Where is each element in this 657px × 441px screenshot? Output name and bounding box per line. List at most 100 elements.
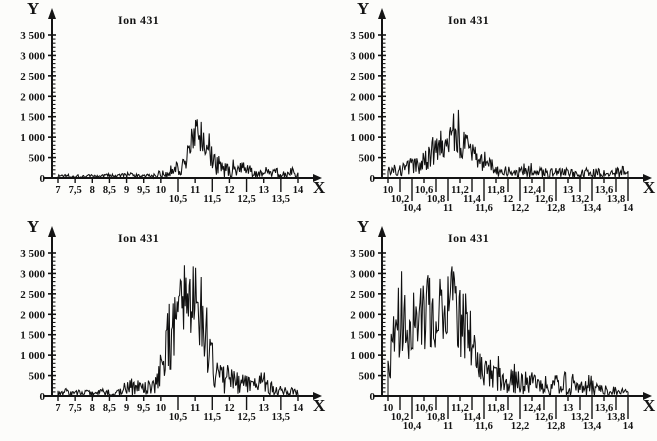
svg-text:3 500: 3 500 (350, 30, 375, 42)
svg-text:10,5: 10,5 (169, 194, 187, 205)
svg-text:13,2: 13,2 (571, 412, 589, 423)
svg-text:2 000: 2 000 (350, 91, 375, 103)
svg-text:10,5: 10,5 (169, 412, 187, 423)
svg-text:0: 0 (370, 391, 376, 403)
svg-text:13,5: 13,5 (272, 194, 290, 205)
y-tick-labels: 0 500 1 000 1 500 2 000 2 500 3 000 3 500 (350, 248, 375, 403)
svg-text:500: 500 (359, 153, 376, 165)
svg-text:3 500: 3 500 (20, 248, 45, 260)
svg-text:2 500: 2 500 (20, 289, 45, 301)
svg-text:3 000: 3 000 (20, 50, 45, 62)
svg-text:12: 12 (224, 185, 235, 196)
chart-title: Ion 431 (448, 231, 490, 245)
svg-text:11,4: 11,4 (463, 194, 482, 205)
x-axis-label: X (313, 178, 326, 197)
svg-text:7,5: 7,5 (69, 185, 82, 196)
chart-title: Ion 431 (118, 13, 160, 27)
svg-text:10,2: 10,2 (391, 412, 409, 423)
svg-text:10,4: 10,4 (403, 203, 422, 214)
svg-text:500: 500 (29, 153, 46, 165)
y-axis (378, 8, 386, 179)
svg-text:7,5: 7,5 (69, 403, 82, 414)
svg-text:8: 8 (90, 403, 95, 414)
svg-text:500: 500 (359, 371, 376, 383)
svg-text:8,5: 8,5 (103, 185, 116, 196)
svg-text:12,5: 12,5 (237, 194, 255, 205)
svg-text:7: 7 (55, 185, 60, 196)
chart-top-right: 0 500 1 000 1 500 2 000 2 500 3 000 3 500 10 10,2… (330, 0, 657, 218)
svg-text:12: 12 (503, 194, 514, 205)
svg-text:9,5: 9,5 (137, 403, 150, 414)
svg-text:11: 11 (443, 203, 453, 214)
y-axis (378, 226, 386, 397)
y-axis-label: Y (27, 217, 40, 236)
svg-text:1 500: 1 500 (20, 112, 45, 124)
svg-text:2 500: 2 500 (20, 71, 45, 83)
svg-text:11,8: 11,8 (487, 403, 505, 414)
plot-canvas-bottom-left: 0 500 1 000 1 500 2 000 2 500 3 000 3 500 7 7,5 8 8… (20, 226, 322, 423)
svg-text:8,5: 8,5 (103, 403, 116, 414)
svg-text:12,8: 12,8 (547, 203, 565, 214)
x-axis (374, 392, 652, 419)
svg-text:14: 14 (293, 185, 304, 196)
svg-text:11,2: 11,2 (451, 185, 469, 196)
svg-text:13,2: 13,2 (571, 194, 589, 205)
svg-text:11,6: 11,6 (475, 421, 493, 432)
svg-text:2 500: 2 500 (350, 289, 375, 301)
svg-text:12: 12 (503, 412, 514, 423)
signal-trace (57, 265, 299, 398)
svg-text:13,8: 13,8 (607, 412, 625, 423)
y-tick-labels: 0 500 1 000 1 500 2 000 2 500 3 000 3 500 (20, 30, 45, 185)
svg-text:12,8: 12,8 (547, 421, 565, 432)
svg-text:3 000: 3 000 (350, 50, 375, 62)
svg-text:12,2: 12,2 (511, 421, 529, 432)
svg-text:0: 0 (40, 173, 46, 185)
svg-text:10,6: 10,6 (415, 403, 433, 414)
svg-text:3 000: 3 000 (20, 268, 45, 280)
svg-text:1 000: 1 000 (350, 132, 375, 144)
svg-text:3 000: 3 000 (350, 268, 375, 280)
svg-text:13: 13 (563, 185, 574, 196)
x-tick-labels: 1010,210,410,610,81111,211,411,611,81212… (383, 403, 634, 432)
svg-text:1 500: 1 500 (350, 112, 375, 124)
svg-text:13,6: 13,6 (595, 403, 613, 414)
x-axis (44, 392, 322, 410)
svg-text:1 000: 1 000 (20, 350, 45, 362)
svg-text:10: 10 (383, 403, 394, 414)
svg-text:10: 10 (156, 403, 167, 414)
svg-text:0: 0 (40, 391, 46, 403)
svg-text:0: 0 (370, 173, 376, 185)
chart-bottom-left: 0 500 1 000 1 500 2 000 2 500 3 000 3 500 7 7,5 8 8… (0, 218, 330, 441)
x-axis-label: X (643, 178, 656, 197)
chart-title: Ion 431 (118, 231, 160, 245)
signal-trace (57, 119, 299, 180)
svg-text:12,2: 12,2 (511, 203, 529, 214)
y-axis (48, 8, 56, 179)
svg-text:2 000: 2 000 (20, 309, 45, 321)
svg-text:12: 12 (224, 403, 235, 414)
svg-text:2 000: 2 000 (20, 91, 45, 103)
x-axis (44, 174, 322, 192)
svg-text:12,6: 12,6 (535, 412, 553, 423)
x-tick-labels: 1010,210,410,610,81111,211,411,611,81212… (383, 185, 634, 214)
plot-canvas-bottom-right: 0 500 1 000 1 500 2 000 2 500 3 000 3 500 1010,2… (350, 226, 652, 432)
svg-text:10,8: 10,8 (427, 412, 445, 423)
svg-text:13,8: 13,8 (607, 194, 625, 205)
x-axis-label: X (643, 396, 656, 415)
svg-text:11: 11 (443, 421, 453, 432)
svg-text:1 000: 1 000 (20, 132, 45, 144)
signal-trace (387, 109, 629, 179)
svg-text:11,8: 11,8 (487, 185, 505, 196)
svg-text:2 500: 2 500 (350, 71, 375, 83)
svg-text:13,4: 13,4 (583, 203, 602, 214)
chart-top-left: 0 500 1 000 1 500 2 000 2 500 3 000 3 500 7 7,5 8 8… (0, 0, 330, 218)
svg-text:12,5: 12,5 (237, 412, 255, 423)
svg-text:3 500: 3 500 (20, 30, 45, 42)
svg-text:1 000: 1 000 (350, 350, 375, 362)
svg-text:12,6: 12,6 (535, 194, 553, 205)
y-axis-label: Y (27, 0, 40, 18)
svg-text:9: 9 (124, 185, 129, 196)
svg-text:14: 14 (623, 203, 634, 214)
y-axis (48, 226, 56, 397)
